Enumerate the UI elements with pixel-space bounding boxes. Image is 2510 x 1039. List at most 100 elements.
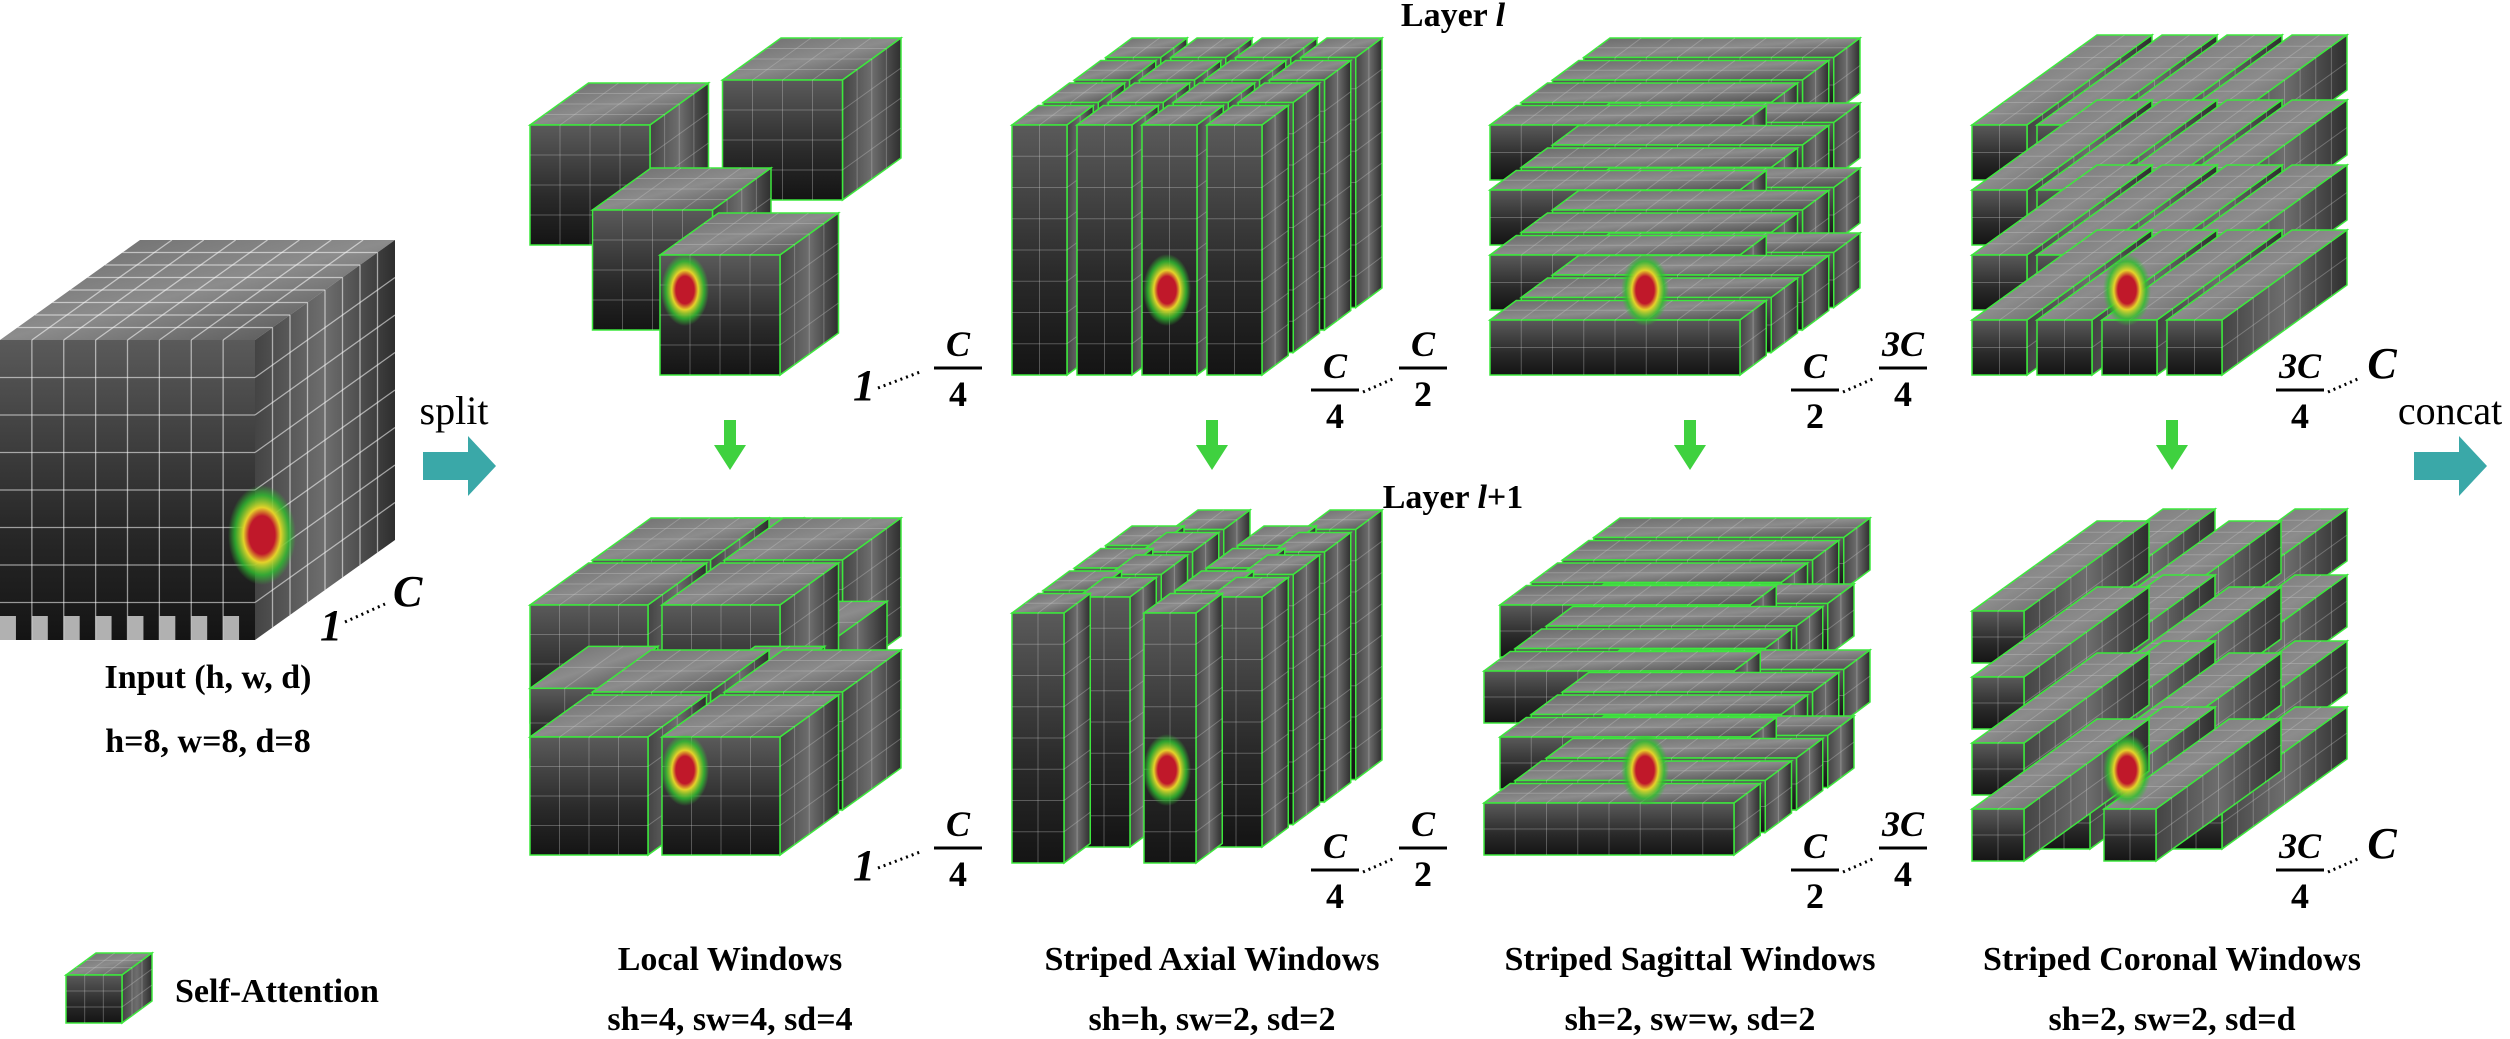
- attention-window-block: [1481, 782, 1763, 857]
- self-attention-cube-icon: [63, 951, 155, 1025]
- range-end: 3C4: [1879, 804, 1927, 894]
- concat-label: concat: [2398, 388, 2502, 433]
- window-columns: [527, 33, 2350, 865]
- range-start-denominator: 2: [1806, 876, 1824, 916]
- tumor-heat-region: [2103, 254, 2151, 326]
- range-start-denominator: 4: [2291, 396, 2309, 436]
- sagittal-windows-bottom: [1481, 516, 1873, 857]
- attention-window-block: [1009, 592, 1093, 865]
- range-dots: [2327, 856, 2361, 874]
- range-end-denominator: 2: [1414, 854, 1432, 894]
- attention-window-block: [2164, 228, 2350, 377]
- tumor-heat-region: [661, 734, 709, 806]
- range-end-denominator: 4: [1894, 374, 1912, 414]
- tumor-heat-region: [1621, 734, 1669, 806]
- range-start: C4: [1311, 826, 1359, 916]
- input-heat-region: [228, 485, 296, 585]
- column-params: sh=2, sw=2, sd=d: [2048, 1001, 2295, 1038]
- coronal-windows-bottom: [1969, 507, 2350, 863]
- split-arrow-icon: [423, 436, 496, 496]
- range-end-numerator: C: [946, 804, 971, 844]
- coronal-windows-top: [1969, 33, 2350, 377]
- range-dots: [1842, 856, 1876, 874]
- tumor-heat-region: [2103, 734, 2151, 806]
- column-params: sh=4, sw=4, sd=4: [607, 1001, 852, 1038]
- range-start-numerator: 3C: [2278, 826, 2322, 866]
- range-start: 3C4: [2276, 346, 2324, 436]
- attention-window-block: [1204, 104, 1291, 377]
- legend-cube: [63, 951, 155, 1025]
- range-end: C: [2367, 819, 2397, 868]
- layer-l-plus-1-title: Layer l+1: [1383, 479, 1524, 516]
- range-dots: [2327, 376, 2361, 394]
- range-start-denominator: 2: [1806, 396, 1824, 436]
- tumor-heat-region: [661, 254, 709, 326]
- range-end-numerator: 3C: [1881, 324, 1925, 364]
- concat-arrow-icon: [2414, 436, 2487, 496]
- layer-l-title: Layer l: [1401, 0, 1506, 34]
- layer-transition-arrow-icon: [2156, 420, 2188, 470]
- input-range-start: 1: [320, 601, 342, 650]
- layer-transition-arrow-icon: [1196, 420, 1228, 470]
- range-end-numerator: 3C: [1881, 804, 1925, 844]
- range-dots: [1362, 856, 1396, 874]
- channel-range-coronal-bottom: 3C 4 C: [2276, 819, 2397, 916]
- input-title: Input (h, w, d): [105, 659, 312, 696]
- range-start-denominator: 4: [1326, 396, 1344, 436]
- range-dots: [1362, 376, 1396, 394]
- range-dots: [1842, 376, 1876, 394]
- range-end-denominator: 4: [1894, 854, 1912, 894]
- legend-label: Self-Attention: [175, 973, 379, 1010]
- range-end: C2: [1399, 324, 1447, 414]
- range-dots: [877, 850, 921, 870]
- range-end: C4: [934, 804, 982, 894]
- legend: Self-Attention: [63, 951, 379, 1025]
- layer-transition-arrow-icon: [714, 420, 746, 470]
- channel-range-local-bottom: 1C4: [853, 804, 982, 894]
- range-start-numerator: C: [1323, 346, 1348, 386]
- tumor-heat-region: [1621, 254, 1669, 326]
- channel-range-local-top: 1C4: [853, 324, 982, 414]
- range-start-numerator: C: [1803, 346, 1828, 386]
- range-end-numerator: C: [946, 324, 971, 364]
- attention-window-block: [1141, 592, 1225, 865]
- input-range-dots: [344, 602, 386, 624]
- split-label: split: [420, 388, 489, 433]
- range-end: C: [2367, 339, 2397, 388]
- range-end: C2: [1399, 804, 1447, 894]
- range-dots: [877, 370, 921, 390]
- range-start-numerator: C: [1323, 826, 1348, 866]
- local-windows-bottom: [527, 516, 904, 857]
- range-end: 3C4: [1879, 324, 1927, 414]
- axial-windows-top: [1009, 36, 1385, 377]
- range-start: C2: [1791, 826, 1839, 916]
- column-title: Striped Sagittal Windows: [1505, 941, 1876, 978]
- range-start-denominator: 4: [2291, 876, 2309, 916]
- range-start-denominator: 4: [1326, 876, 1344, 916]
- range-end-denominator: 4: [949, 374, 967, 414]
- range-end: C4: [934, 324, 982, 414]
- input-volume: [0, 239, 396, 640]
- range-end-denominator: 4: [949, 854, 967, 894]
- column-title: Striped Axial Windows: [1044, 941, 1379, 978]
- column-params: sh=h, sw=2, sd=2: [1088, 1001, 1335, 1038]
- column-params: sh=2, sw=w, sd=2: [1565, 1001, 1816, 1038]
- column-title: Striped Coronal Windows: [1983, 941, 2361, 978]
- range-start: 1: [853, 361, 875, 410]
- tumor-heat-region: [1143, 734, 1191, 806]
- range-start: 1: [853, 841, 875, 890]
- range-end-denominator: 2: [1414, 374, 1432, 414]
- sagittal-windows-top: [1487, 36, 1863, 377]
- range-start-numerator: 3C: [2278, 346, 2322, 386]
- attention-window-block: [1487, 299, 1769, 377]
- range-end-numerator: C: [1411, 324, 1436, 364]
- range-start-numerator: C: [1803, 826, 1828, 866]
- layer-transition-arrow-icon: [1674, 420, 1706, 470]
- axial-windows-bottom: [1009, 508, 1385, 865]
- column-title: Local Windows: [618, 941, 843, 978]
